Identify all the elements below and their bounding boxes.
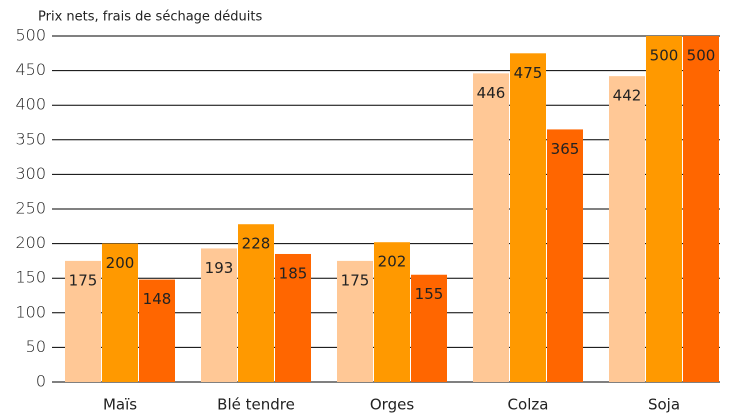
bar (609, 76, 645, 383)
x-tick-label: Soja (648, 396, 680, 414)
y-tick-label: 300 (15, 164, 46, 183)
y-tick-label: 150 (15, 268, 46, 287)
y-tick-label: 450 (15, 60, 46, 79)
bar (337, 260, 373, 382)
bar (411, 274, 447, 382)
y-tick-label: 400 (15, 95, 46, 114)
y-tick-label: 0 (36, 372, 46, 391)
value-label: 155 (415, 285, 444, 303)
bar (374, 242, 410, 382)
bar (65, 260, 101, 382)
y-tick-label: 250 (15, 199, 46, 218)
value-label: 148 (143, 290, 172, 308)
bar (510, 53, 546, 383)
value-label: 442 (613, 87, 642, 105)
bar (201, 248, 237, 382)
x-tick-label: Maïs (103, 396, 137, 414)
chart-title: Prix nets, frais de séchage déduits (38, 10, 263, 25)
x-tick-label: Blé tendre (217, 396, 295, 414)
value-label: 228 (242, 235, 271, 253)
value-label: 200 (106, 254, 135, 272)
value-label: 500 (650, 47, 679, 65)
y-tick-label: 350 (15, 129, 46, 148)
bar (473, 73, 509, 383)
bar (547, 129, 583, 382)
value-label: 185 (279, 264, 308, 282)
value-label: 202 (378, 253, 407, 271)
bar (646, 36, 682, 382)
value-label: 193 (205, 259, 234, 277)
value-label: 365 (551, 140, 580, 158)
value-label: 175 (341, 271, 370, 289)
bar (139, 279, 175, 382)
y-tick-label: 500 (15, 26, 46, 45)
y-tick-label: 50 (26, 337, 46, 356)
x-tick-label: Colza (508, 396, 549, 414)
y-tick-label: 100 (15, 302, 46, 321)
value-label: 446 (477, 84, 506, 102)
value-label: 175 (69, 271, 98, 289)
value-label: 475 (514, 64, 543, 82)
x-tick-label: Orges (370, 396, 414, 414)
value-label: 500 (687, 47, 716, 65)
bar (683, 36, 719, 382)
bar (238, 224, 274, 382)
y-tick-label: 200 (15, 233, 46, 252)
bar (102, 243, 138, 382)
bar (275, 253, 311, 382)
